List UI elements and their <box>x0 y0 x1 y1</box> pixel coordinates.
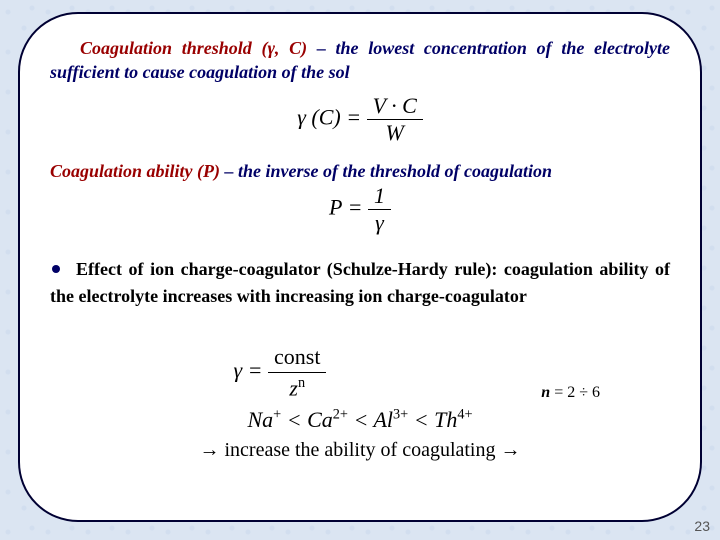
formula-gamma-c: γ (C) = V · C W <box>50 95 670 144</box>
arrow-caption: → increase the ability of coagulating → <box>50 439 670 462</box>
formula2-lhs: P = <box>329 194 368 219</box>
content-card: Coagulation threshold (γ, C) – the lowes… <box>18 12 702 522</box>
term-threshold: Coagulation threshold (γ, C) <box>80 38 307 58</box>
formula1-numerator: V · C <box>367 95 423 120</box>
ion-ca: Ca2+ <box>307 407 348 432</box>
formula3-denominator: zn <box>268 373 326 401</box>
formula-p: P = 1 γ <box>50 177 670 248</box>
n-var: n <box>541 384 550 401</box>
formula3-lhs: γ = <box>234 357 269 382</box>
n-range-note: n = 2 ÷ 6 <box>541 384 600 402</box>
term-ability: Coagulation ability (P) <box>50 161 220 181</box>
bullet-icon <box>52 265 60 273</box>
formula1-lhs: γ (C) = <box>297 104 366 129</box>
formula3-numerator: const <box>268 344 326 373</box>
n-range: = 2 ÷ 6 <box>550 384 600 401</box>
ion-th: Th4+ <box>434 407 472 432</box>
formula1-fraction: V · C W <box>367 95 423 144</box>
formula2-fraction: 1 γ <box>368 185 391 234</box>
ion-al: Al3+ <box>373 407 408 432</box>
bullet-schulze-hardy: Effect of ion charge-coagulator (Schulze… <box>50 256 670 310</box>
page-number: 23 <box>694 518 710 534</box>
formula2-numerator: 1 <box>368 185 391 210</box>
formula2-denominator: γ <box>368 210 391 234</box>
formula3-fraction: const zn <box>268 344 326 401</box>
definition-threshold: Coagulation threshold (γ, C) – the lowes… <box>50 36 670 85</box>
bullet-lead: Effect of ion charge-coagulator (Schulze… <box>76 259 497 279</box>
formula1-denominator: W <box>367 120 423 144</box>
ion-na: Na+ <box>247 407 281 432</box>
ion-series: Na+ < Ca2+ < Al3+ < Th4+ <box>50 407 670 433</box>
